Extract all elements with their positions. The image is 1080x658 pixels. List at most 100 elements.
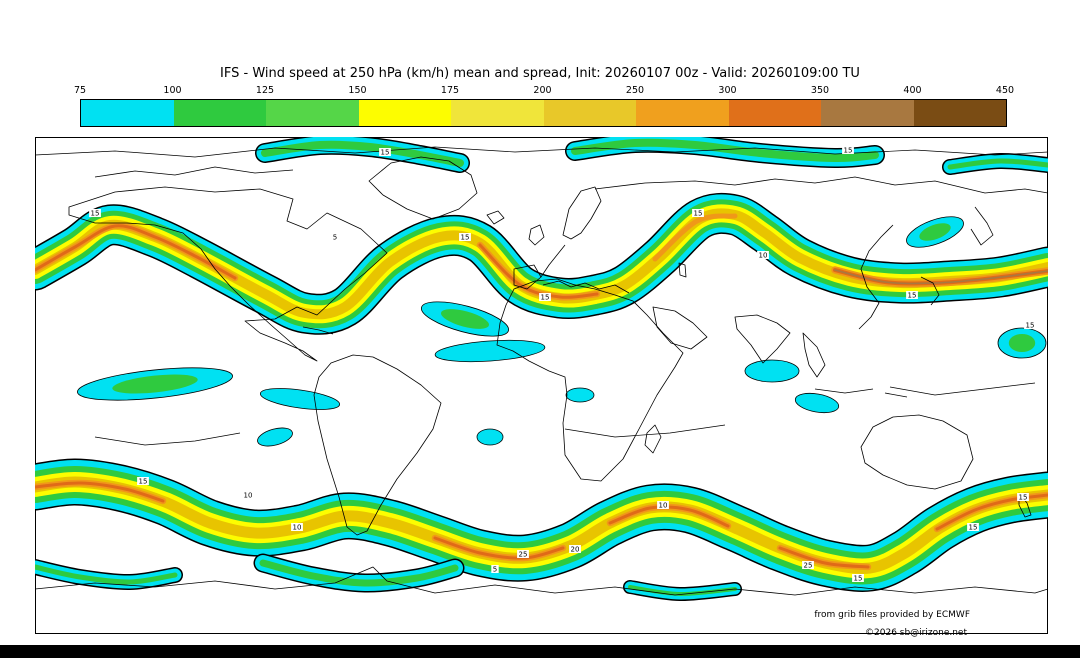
contour-label: 5	[493, 566, 497, 574]
contour-label-bg	[757, 251, 769, 259]
attribution-copyright: ©2026 sb@irizone.net	[865, 628, 967, 638]
spread-contour	[35, 146, 1048, 158]
wind-blob-cyan	[744, 359, 800, 383]
wind-band-polar-band-fareast	[947, 158, 1048, 170]
contour-label: 10	[759, 252, 768, 260]
wind-band-sjet-core-indian	[608, 505, 730, 528]
coastline	[562, 186, 602, 240]
coastline	[678, 262, 687, 278]
contour-label: 15	[541, 294, 550, 302]
contour-label-bg	[802, 561, 814, 569]
wind-band-sjet-core-tasman	[935, 493, 1048, 531]
contour-label-bg	[906, 291, 918, 299]
colorbar-segment	[173, 100, 266, 126]
colorbar-tick-label: 175	[440, 85, 460, 96]
contour-label-bg	[1017, 493, 1029, 501]
wind-blob-green	[919, 223, 951, 241]
contour-label: 15	[1026, 322, 1035, 330]
coastline	[528, 224, 545, 246]
wind-blob	[794, 392, 840, 414]
colorbar-tick-label: 75	[73, 85, 87, 96]
coastline	[496, 278, 684, 482]
wind-blob-cyan	[476, 428, 504, 446]
coastline	[970, 206, 994, 246]
colorbar-segment	[821, 100, 914, 126]
colorbar-segment	[451, 100, 544, 126]
colorbar-tick-label: 300	[718, 85, 737, 96]
wind-band-southern-polar-west	[35, 564, 178, 585]
contour-label-bg	[89, 209, 101, 217]
wind-blob-cyan	[257, 427, 293, 447]
wind-blob	[77, 367, 233, 401]
spread-contour	[889, 382, 1036, 396]
contour-label-bg	[852, 574, 864, 582]
contour-label-bg	[491, 565, 499, 573]
contour-label: 15	[969, 524, 978, 532]
coastline	[860, 414, 974, 490]
contour-label: 15	[854, 575, 863, 583]
wind-blob	[744, 359, 800, 383]
colorbar-segment	[358, 100, 451, 126]
colorbar-segment	[81, 100, 174, 126]
contour-label-bg	[291, 523, 303, 531]
contour-label: 15	[461, 234, 470, 242]
coastline	[94, 166, 294, 178]
contour-label-bg	[842, 146, 854, 154]
colorbar-tick-label: 200	[533, 85, 552, 96]
contour-label-bg	[539, 293, 551, 301]
contour-label: 15	[694, 210, 703, 218]
wind-band-njet-core-asia	[834, 269, 1048, 285]
coastline	[594, 176, 1048, 194]
coastline	[313, 354, 442, 536]
wind-blob	[997, 327, 1047, 359]
colorbar-segment	[543, 100, 636, 126]
wind-blob	[259, 388, 341, 410]
colorbar-tick-label: 450	[995, 85, 1015, 96]
coastline	[734, 314, 791, 364]
wind-blob	[906, 216, 964, 248]
contour-label: 20	[571, 546, 580, 554]
colorbar-segment	[913, 100, 1006, 126]
colorbar-segment	[636, 100, 729, 126]
contour-label-bg	[657, 501, 669, 509]
wind-band-sjet-core-atlantic	[433, 536, 565, 560]
wind-band-southern-branch	[259, 559, 459, 587]
coastline	[540, 244, 566, 278]
spread-contour	[564, 424, 726, 438]
contour-label-bg	[137, 477, 149, 485]
contour-label: 10	[293, 524, 302, 532]
contour-label-bg	[692, 209, 704, 217]
contour-label-bg	[331, 233, 339, 241]
contour-label: 15	[1019, 494, 1028, 502]
coastline	[1018, 492, 1032, 518]
coastline	[858, 224, 894, 330]
contour-label-bg	[459, 233, 471, 241]
wind-blob-cyan	[434, 339, 546, 363]
coastline	[920, 276, 940, 306]
wind-blob	[434, 339, 546, 363]
contour-label-bg	[517, 550, 529, 558]
map-border	[35, 137, 1048, 634]
wind-blob-cyan	[259, 388, 341, 410]
contour-label-bg	[569, 545, 581, 553]
coastline	[368, 156, 478, 220]
coastline	[884, 392, 908, 398]
wind-blob	[565, 387, 595, 403]
wind-blob-green	[1008, 334, 1036, 352]
wind-blob	[421, 301, 509, 337]
wind-blob	[257, 427, 293, 447]
coastline	[35, 566, 1048, 596]
coastline	[652, 306, 708, 350]
contour-label: 5	[333, 234, 337, 242]
wind-band-sjet-core-pacific	[35, 481, 165, 503]
colorbar-labels: 75 100 125 150 175 200 250 300 350 400 450	[74, 85, 1014, 97]
colorbar-tick-label: 250	[625, 85, 645, 96]
colorbar-segment	[266, 100, 359, 126]
contour-label: 10	[244, 492, 253, 500]
contour-label-bg	[242, 491, 254, 499]
coastline	[644, 424, 662, 454]
map-content: 15 15 15 5 15 15 15 10 15 15 15 10 10 25 20 5 10 25 15 15 15	[35, 137, 1048, 602]
wind-blob-cyan	[565, 387, 595, 403]
contour-label: 15	[91, 210, 100, 218]
